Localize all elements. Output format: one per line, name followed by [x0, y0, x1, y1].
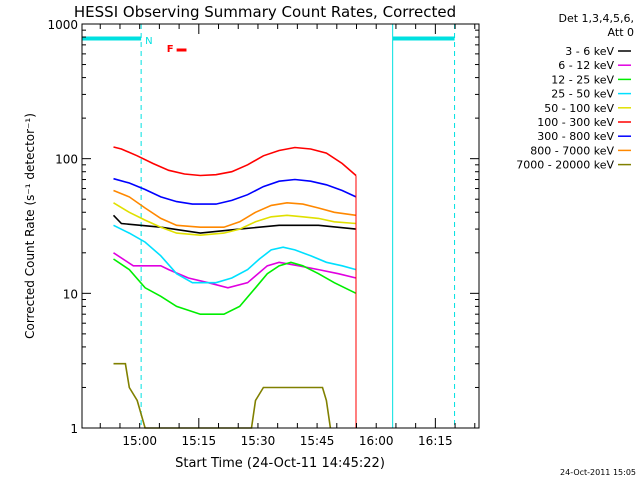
legend-label: 7000 - 20000 keV [516, 159, 614, 172]
series-line-1 [113, 252, 357, 289]
series-line-3 [113, 224, 357, 284]
flag-label-f: F [167, 44, 174, 55]
x-tick-label: 15:15 [182, 434, 217, 448]
series-line-2 [113, 258, 357, 316]
legend-label: 50 - 100 keV [544, 102, 614, 115]
legend-label: 100 - 300 keV [537, 116, 614, 129]
series-line-6 [113, 177, 357, 205]
series-line-5 [113, 146, 357, 177]
legend-label: 800 - 7000 keV [530, 144, 614, 157]
y-tick-label: 1 [70, 422, 78, 436]
legend-label: 300 - 800 keV [537, 130, 614, 143]
chart-title: HESSI Observing Summary Count Rates, Cor… [74, 3, 456, 21]
series-line-4 [113, 202, 357, 237]
x-axis: 15:00 15:15 15:30 15:45 16:00 16:15 [99, 24, 476, 448]
x-tick-label: 15:00 [122, 434, 157, 448]
legend-label: 6 - 12 keV [558, 59, 614, 72]
legend-header: Att 0 [608, 26, 634, 39]
series-line-0 [112, 214, 357, 234]
legend-label: 12 - 25 keV [551, 73, 614, 86]
x-tick-label: 15:45 [300, 434, 335, 448]
y-axis: 1 10 100 1000 [47, 18, 479, 436]
plot-frame [81, 23, 480, 429]
series-line-7 [113, 189, 357, 228]
legend-header: Det 1,3,4,5,6, [558, 12, 634, 25]
x-tick-label: 15:30 [241, 434, 276, 448]
y-axis-label: Corrected Count Rate (s⁻¹ detector⁻¹) [23, 113, 37, 339]
y-tick-label: 1000 [47, 18, 78, 32]
timestamp: 24-Oct-2011 15:05 [560, 468, 636, 477]
plot-area: NF [81, 24, 456, 429]
x-axis-label: Start Time (24-Oct-11 14:45:22) [175, 456, 385, 471]
flag-label-n: N [145, 36, 152, 47]
legend-label: 3 - 6 keV [565, 45, 614, 58]
x-tick-label: 16:15 [418, 434, 453, 448]
series-line-8 [113, 362, 332, 429]
x-tick-label: 16:00 [359, 434, 394, 448]
y-tick-label: 100 [55, 153, 78, 167]
y-tick-label: 10 [63, 287, 78, 301]
legend-label: 25 - 50 keV [551, 88, 614, 101]
